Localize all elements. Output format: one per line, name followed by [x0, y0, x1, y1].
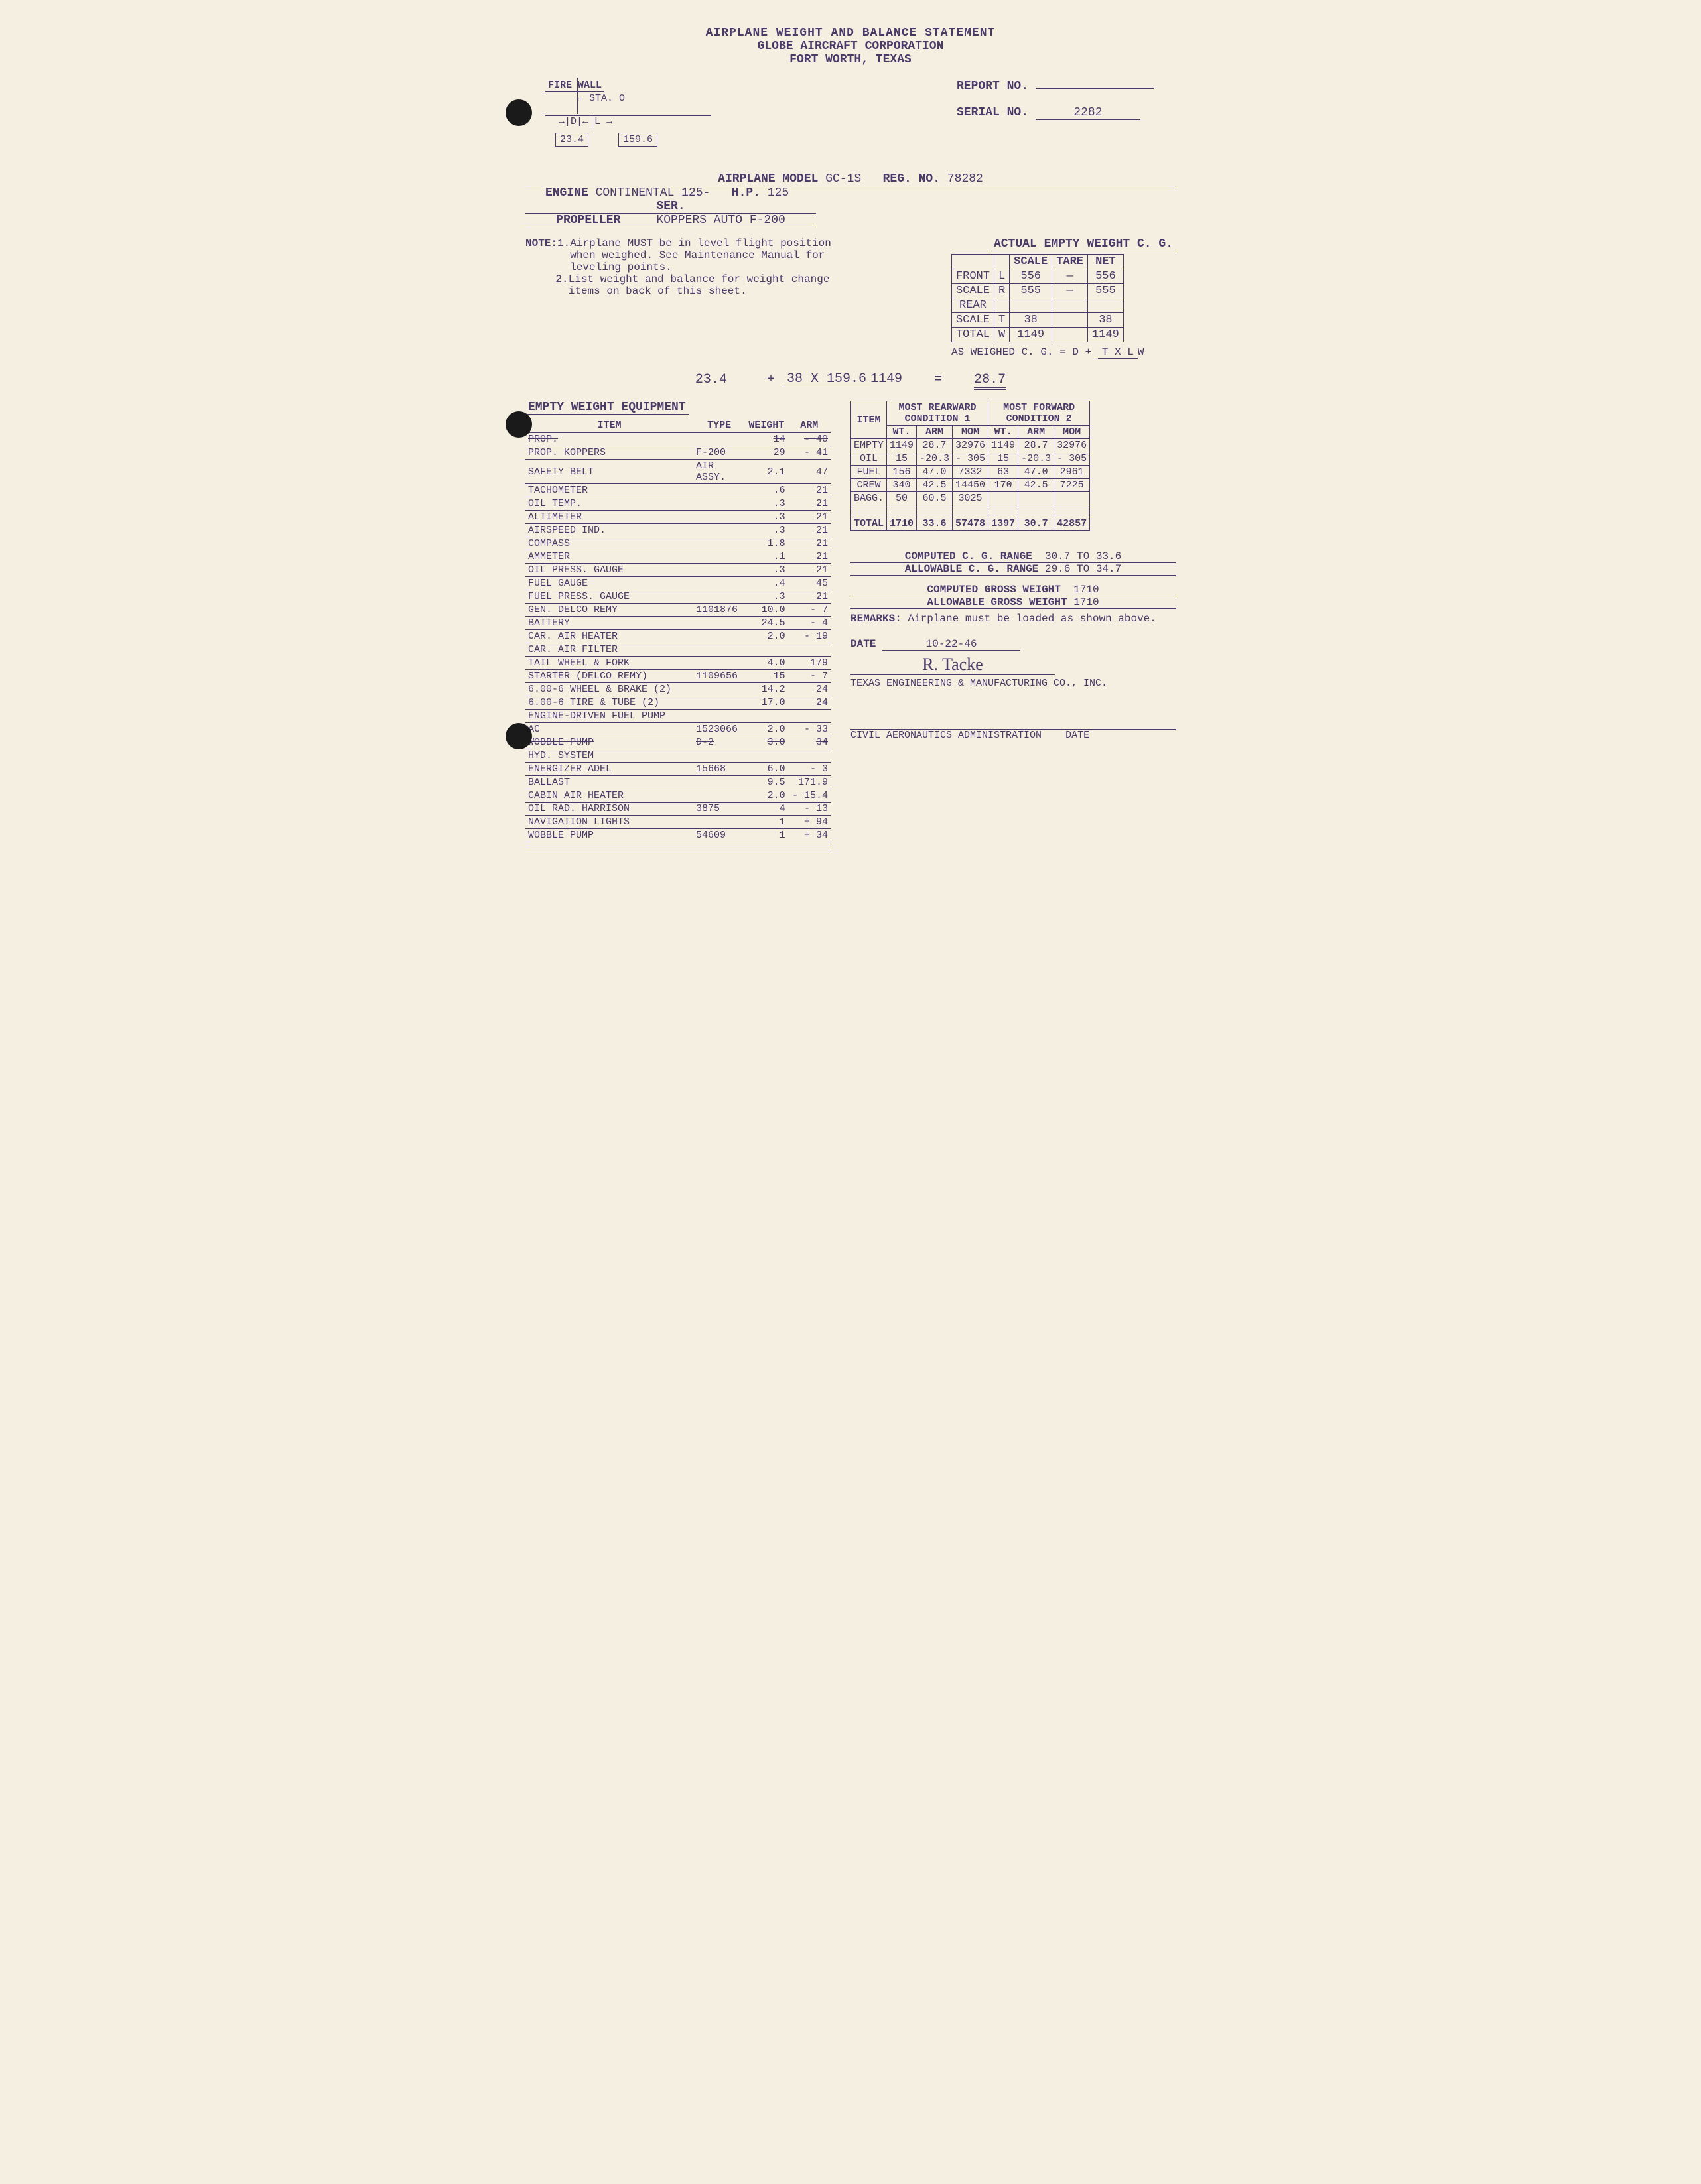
- model: GC-1S: [825, 172, 861, 186]
- serial-no-label: Serial No.: [957, 106, 1028, 119]
- model-label: Airplane Model: [718, 172, 818, 186]
- equipment-table: ItemTypeWeightArmProp.14- 40Prop. Kopper…: [525, 418, 831, 852]
- caa-label: Civil Aeronautics Administration: [850, 730, 1042, 741]
- cg-table: ScaleTareNetFrontL556—556ScaleR555—555Re…: [951, 254, 1124, 342]
- note-2-num: 2.: [555, 273, 568, 297]
- cg-frac-top: T x L: [1098, 346, 1138, 359]
- conditions-table: ItemMost RearwardCondition 1Most Forward…: [850, 401, 1090, 531]
- cg-frac-bot: W: [1138, 346, 1144, 358]
- company-sig: Texas Engineering & Manufacturing Co., I…: [850, 678, 1176, 689]
- engine-label: Engine: [545, 186, 588, 200]
- calc-top: 38 x 159.6: [783, 371, 870, 387]
- company: GLOBE AIRCRAFT CORPORATION: [525, 40, 1176, 53]
- remarks-label: Remarks:: [850, 613, 902, 625]
- calc-plus: +: [767, 372, 775, 387]
- hp: 125: [768, 186, 789, 200]
- calc-bot: 1149: [870, 371, 902, 387]
- caa-date: Date: [1065, 730, 1089, 741]
- page-title: AIRPLANE WEIGHT AND BALANCE STATEMENT: [525, 27, 1176, 40]
- cg-allow-label: Allowable C. G. Range: [905, 563, 1039, 575]
- gw: 1710: [1073, 584, 1099, 596]
- calc-d: 23.4: [695, 372, 727, 387]
- location: FORT WORTH, TEXAS: [525, 53, 1176, 66]
- cg-range-label: Computed C. G. Range: [905, 550, 1032, 562]
- gw-label: Computed Gross Weight: [927, 584, 1061, 596]
- date-label: Date: [850, 638, 876, 650]
- cg-formula-label: As weighed C. G. = D +: [951, 346, 1091, 358]
- report-no-label: Report No.: [957, 80, 1028, 93]
- report-no: [1036, 88, 1154, 89]
- propeller: Koppers Auto F-200: [656, 214, 785, 227]
- equip-title: Empty Weight Equipment: [525, 401, 689, 415]
- cg-table-title: Actual Empty Weight C. G.: [991, 237, 1176, 251]
- prop-label: Propeller: [556, 214, 620, 227]
- note-1: Airplane MUST be in level flight positio…: [570, 237, 857, 273]
- serial-no: 2282: [1036, 106, 1140, 120]
- remarks: Airplane must be loaded as shown above.: [908, 613, 1156, 625]
- gw-allow-label: Allowable Gross Weight: [927, 596, 1067, 608]
- note-1-num: 1.: [557, 237, 570, 273]
- note-header: NOTE:: [525, 237, 557, 273]
- reg-no: 78282: [947, 172, 983, 186]
- calc-eq: =: [934, 372, 942, 387]
- firewall-diagram: Fire Wall ← STA. O →|D|← L → 23.4 159.6: [525, 80, 724, 159]
- note-2: List weight and balance for weight chang…: [569, 273, 857, 297]
- hp-label: H.P.: [732, 186, 760, 200]
- cg-range: 30.7 to 33.6: [1045, 550, 1121, 562]
- calc-result: 28.7: [974, 372, 1006, 390]
- cg-allow: 29.6 to 34.7: [1045, 563, 1121, 575]
- date: 10-22-46: [882, 638, 1020, 651]
- engine: Continental 125-: [596, 186, 711, 200]
- signature: R. Tacke: [850, 655, 1055, 675]
- ser-label: Ser.: [656, 200, 685, 213]
- gw-allow: 1710: [1073, 596, 1099, 608]
- reg-label: Reg. No.: [883, 172, 940, 186]
